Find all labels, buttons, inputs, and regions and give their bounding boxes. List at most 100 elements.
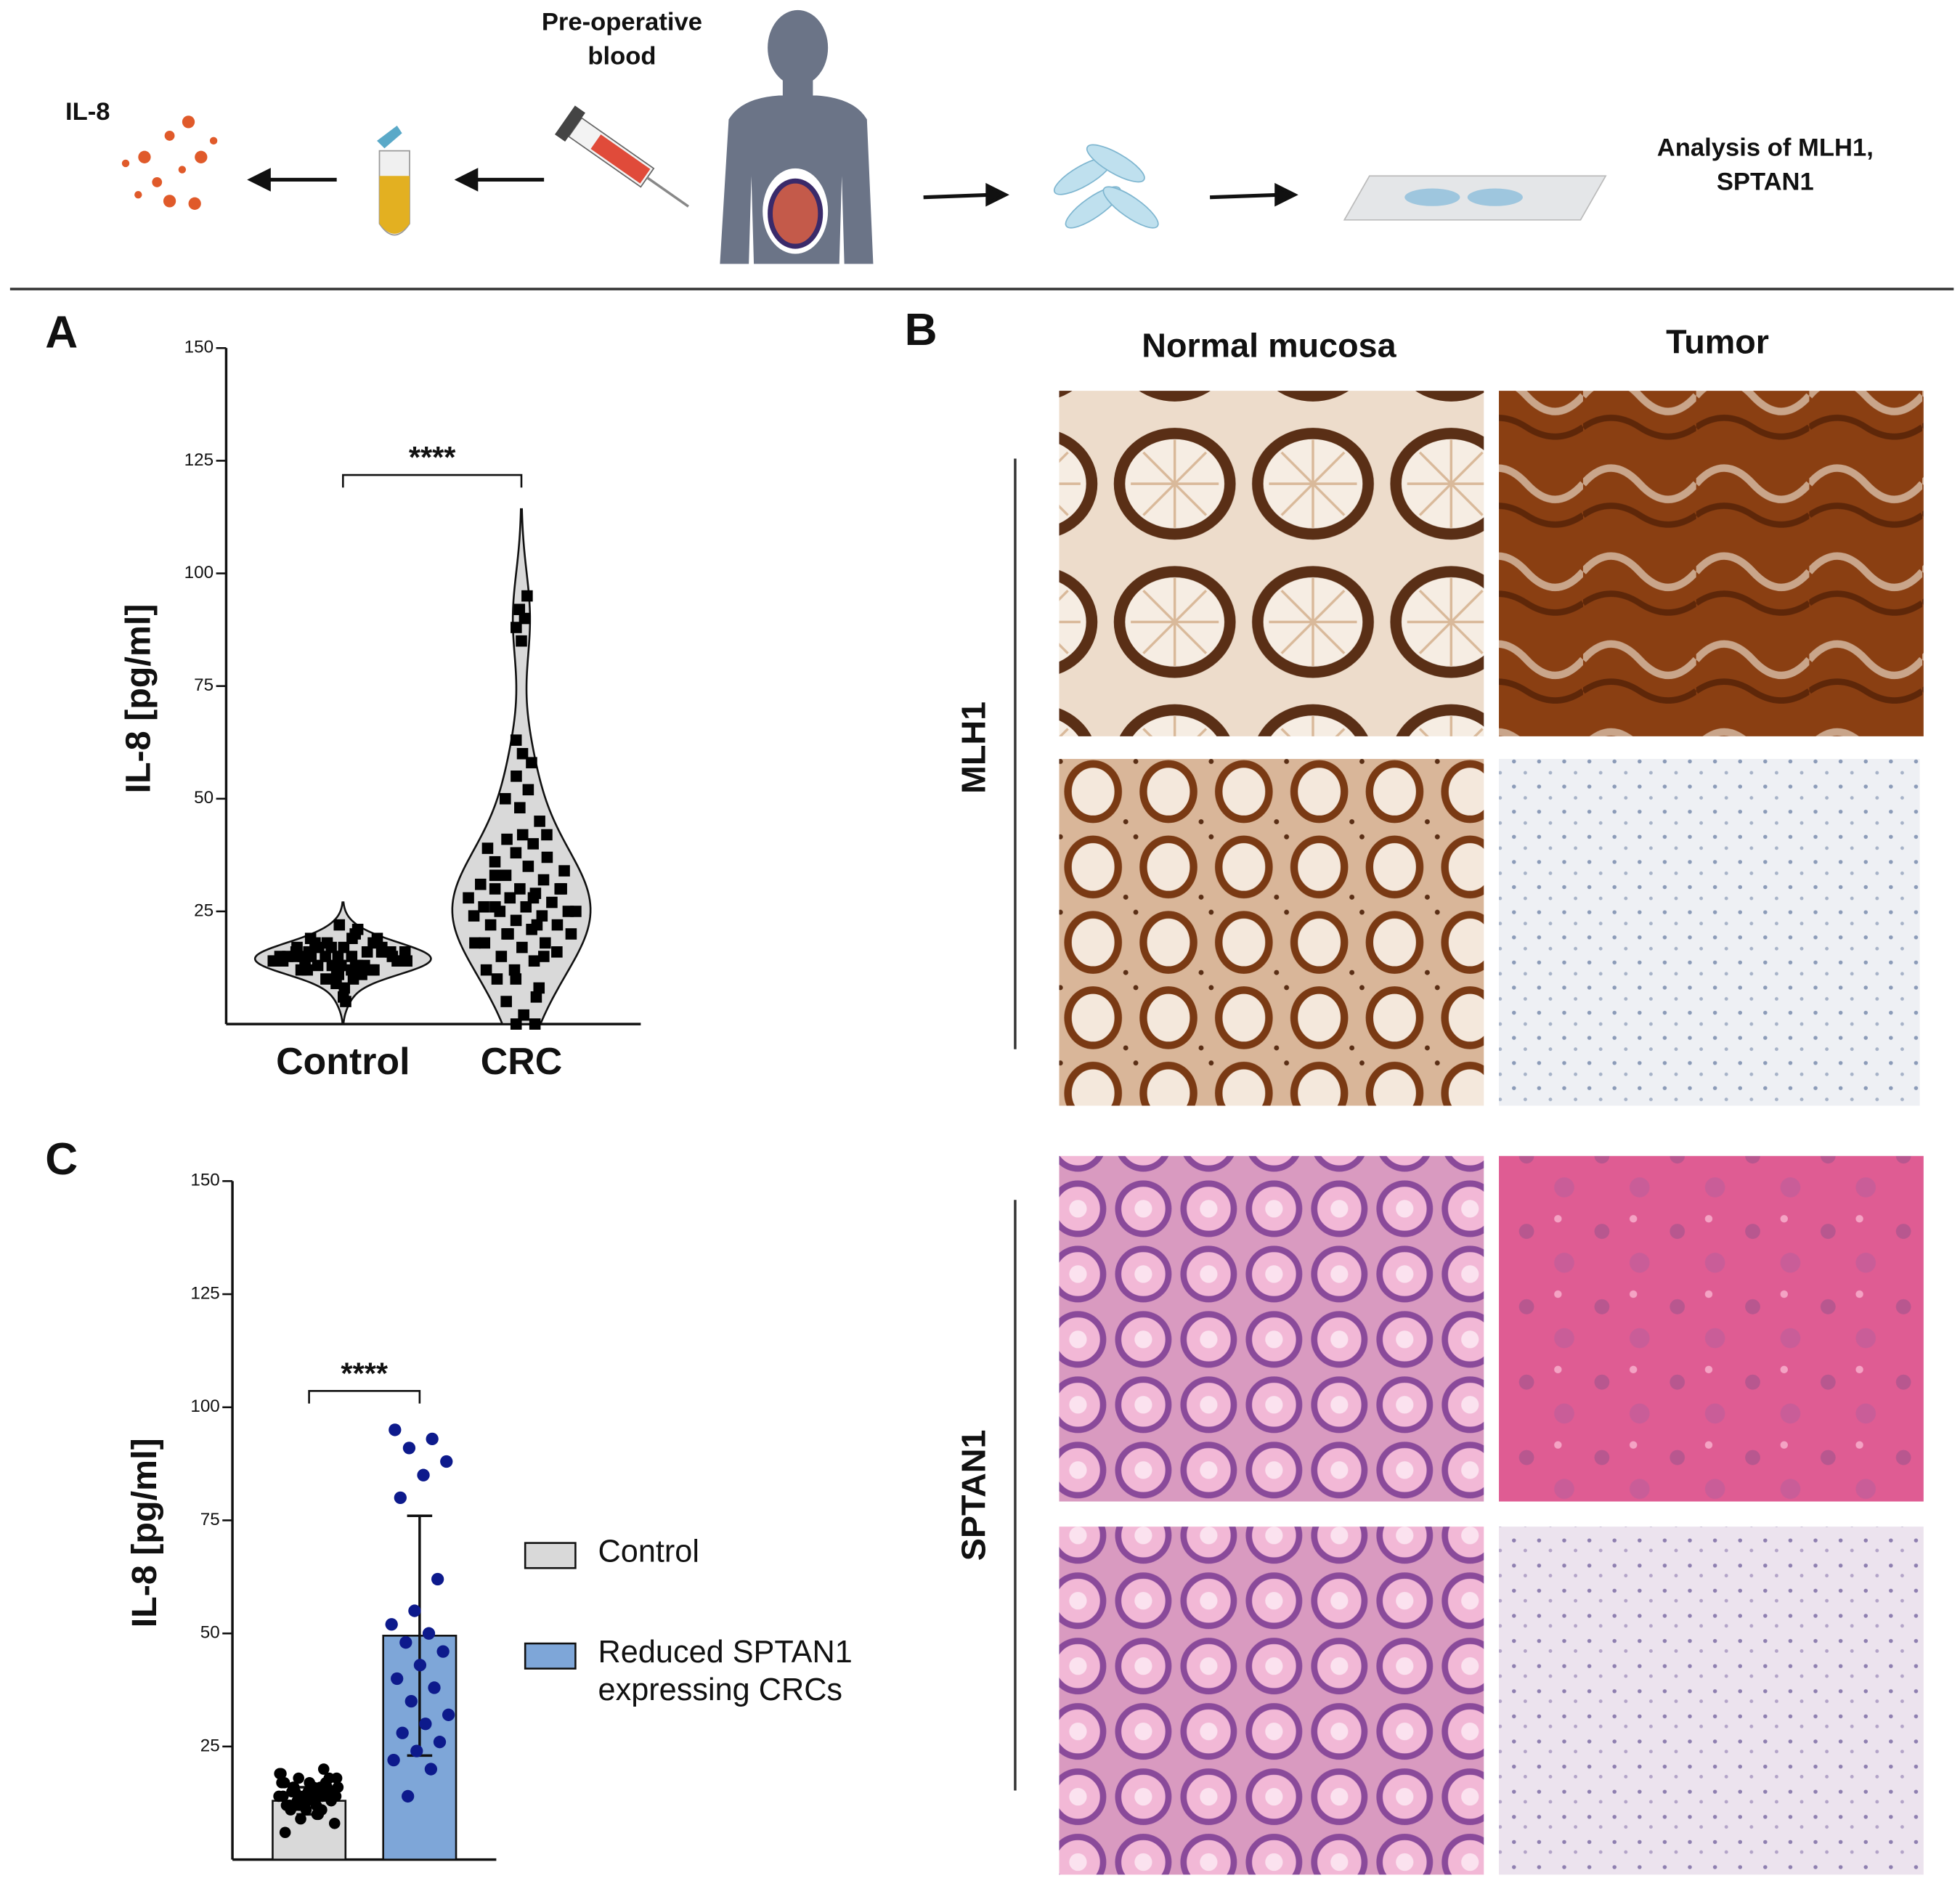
- data-point: [530, 991, 542, 1003]
- sections: [1053, 144, 1159, 229]
- data-point: [346, 951, 358, 962]
- legend-swatch: [524, 1542, 577, 1569]
- data-point: [478, 901, 489, 913]
- data-point: [536, 910, 548, 922]
- data-point: [330, 969, 343, 980]
- data-point: [484, 919, 497, 931]
- data-point: [489, 901, 501, 913]
- data-point: [511, 771, 522, 782]
- data-point: [508, 964, 521, 976]
- y-tick-label: 75: [200, 1510, 220, 1529]
- data-point: [325, 941, 337, 954]
- data-point: [399, 1636, 412, 1649]
- histology-image: [1059, 1527, 1484, 1875]
- data-point: [338, 982, 351, 994]
- data-point: [391, 1672, 404, 1686]
- analysis-label-box: Analysis of MLH1, SPTAN1: [1657, 134, 1874, 196]
- data-point: [551, 919, 564, 931]
- data-point: [335, 959, 347, 972]
- data-point: [393, 955, 405, 967]
- panel-label: B: [905, 305, 938, 355]
- data-point: [313, 941, 325, 954]
- syringe: [555, 105, 689, 208]
- data-point: [533, 982, 545, 994]
- data-point: [326, 959, 338, 972]
- data-point: [389, 1423, 402, 1436]
- data-point: [469, 937, 481, 949]
- data-point: [514, 883, 526, 895]
- y-axis-label: IL-8 [pg/ml]: [125, 1438, 164, 1627]
- y-tick-label: 25: [200, 1736, 220, 1755]
- legend-label-box: Reduced SPTAN1 expressing CRCs: [598, 1634, 853, 1708]
- data-point: [501, 833, 513, 845]
- data-point: [351, 959, 363, 972]
- data-point: [516, 747, 529, 760]
- panel-label: A: [45, 307, 78, 357]
- data-point: [277, 1790, 289, 1802]
- data-point: [371, 932, 383, 944]
- data-point: [500, 996, 512, 1007]
- il8-label: IL-8: [65, 98, 110, 126]
- panel-b: B Normal mucosa Tumor MLH1 SPTAN1: [905, 305, 1924, 1875]
- data-point: [346, 932, 358, 944]
- data-point: [317, 1763, 330, 1775]
- data-point: [480, 964, 492, 976]
- data-point: [570, 906, 582, 917]
- data-point: [518, 1009, 529, 1021]
- data-point: [516, 635, 527, 647]
- data-point: [396, 1726, 409, 1739]
- data-point: [495, 951, 508, 962]
- data-point: [500, 869, 512, 882]
- histology-image: [1059, 1155, 1484, 1502]
- data-point: [408, 1604, 421, 1617]
- legend-label: Reduced SPTAN1 expressing CRCs: [598, 1634, 853, 1708]
- data-point: [325, 1794, 337, 1807]
- data-point: [531, 919, 543, 931]
- histology-image: [1499, 759, 1920, 1106]
- data-point: [276, 1776, 288, 1789]
- y-tick-label: 50: [194, 788, 214, 808]
- data-point: [279, 1826, 291, 1839]
- y-tick-label: 50: [200, 1623, 220, 1643]
- data-point: [410, 1744, 423, 1757]
- data-point: [375, 941, 388, 954]
- data-point: [332, 951, 344, 962]
- data-point: [516, 941, 528, 954]
- data-point: [500, 793, 511, 805]
- data-point: [551, 946, 563, 958]
- data-point: [431, 1572, 444, 1586]
- legend-label-box: Control: [598, 1535, 699, 1569]
- data-point: [332, 1781, 344, 1793]
- y-tick-label: 75: [194, 675, 214, 695]
- data-point: [463, 892, 474, 904]
- data-point: [328, 1818, 341, 1829]
- data-point: [489, 869, 501, 882]
- data-point: [519, 612, 531, 625]
- data-point: [433, 1736, 447, 1749]
- data-point: [491, 973, 503, 985]
- data-point: [442, 1708, 455, 1721]
- data-point: [424, 1763, 438, 1776]
- data-point: [558, 865, 570, 877]
- legend-swatch: [524, 1642, 577, 1670]
- data-point: [522, 861, 534, 872]
- data-point: [514, 802, 526, 814]
- y-tick-label: 125: [184, 450, 214, 470]
- data-point: [299, 955, 311, 967]
- violin: [451, 508, 592, 1025]
- column-label: Tumor: [1666, 322, 1769, 360]
- data-point: [504, 892, 516, 904]
- data-point: [527, 838, 539, 850]
- chart-c: C 25 50 75 100 125 150 IL-8 [pg/ml] Control Reduc…: [45, 1134, 853, 1861]
- x-tick-label: CRC: [481, 1040, 562, 1082]
- data-point: [537, 874, 550, 886]
- data-point: [290, 946, 302, 958]
- data-point: [351, 923, 364, 935]
- data-point: [546, 896, 558, 909]
- il8-dots: [121, 115, 218, 210]
- data-point: [468, 910, 480, 922]
- data-point: [320, 973, 332, 985]
- histology-image: [1499, 1155, 1924, 1502]
- data-point: [510, 1018, 522, 1030]
